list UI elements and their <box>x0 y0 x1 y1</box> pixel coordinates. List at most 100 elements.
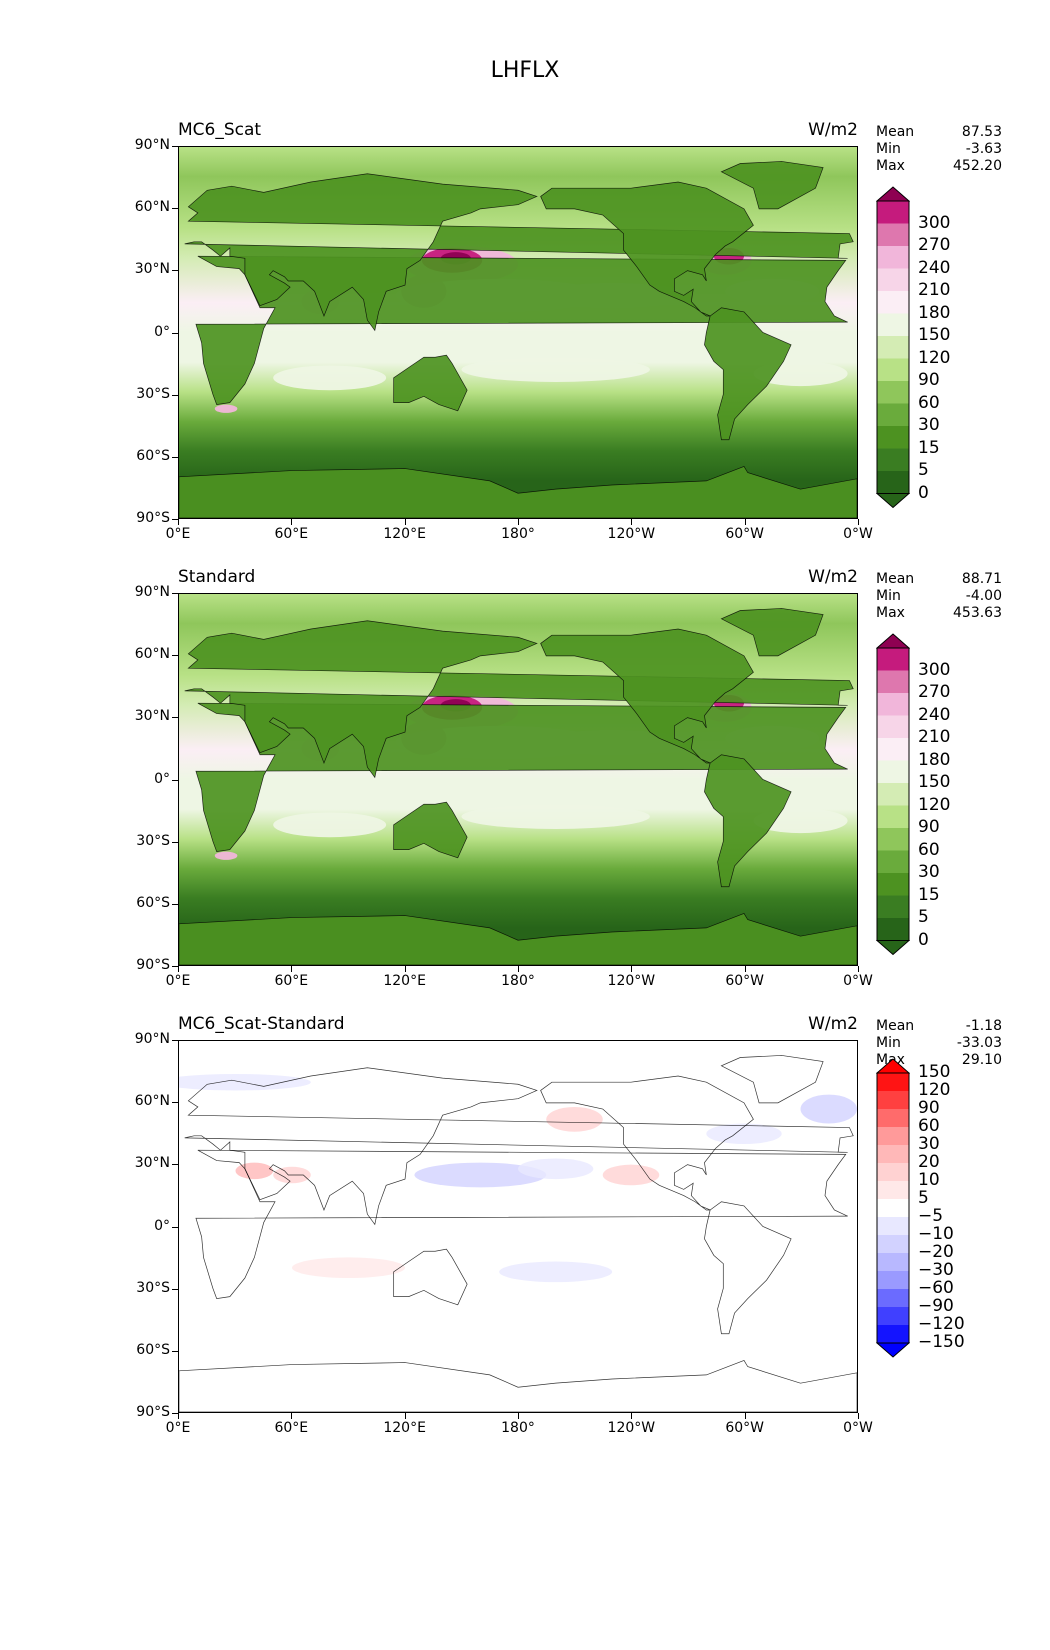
colorbar-tick-label: 120 <box>918 794 951 815</box>
colorbar-tick-label: 5 <box>918 907 929 927</box>
lat-tick <box>172 394 178 396</box>
panel-title: MC6_Scat <box>178 120 262 140</box>
colorbar-tick-label: 240 <box>918 704 951 725</box>
contour-map <box>179 1041 857 1412</box>
lon-tick-label: 60°E <box>274 973 309 989</box>
lon-tick <box>631 966 633 972</box>
lat-tick-label: 0° <box>154 770 170 787</box>
colorbar-segment <box>877 1181 909 1199</box>
colorbar-tick-label: 90 <box>918 370 940 390</box>
flux-region <box>214 851 238 860</box>
coastline-greenland <box>720 1055 824 1104</box>
diff-region <box>499 1261 613 1283</box>
lon-tick <box>631 1413 633 1419</box>
colorbar <box>876 633 910 956</box>
coastline-australia <box>393 354 468 412</box>
coastline-antarctica <box>179 466 857 518</box>
colorbar-segment <box>877 760 909 783</box>
coastline-south-america <box>704 307 792 441</box>
colorbar-tick-label: 300 <box>918 212 951 233</box>
coastline-south-america <box>704 754 792 888</box>
lon-tick <box>518 519 519 525</box>
stat-value: 88.71 <box>961 571 1002 587</box>
lon-tick <box>744 1413 746 1419</box>
lon-tick <box>744 966 746 972</box>
lat-tick-label: 30°N <box>134 1155 170 1172</box>
lat-tick <box>172 146 178 147</box>
lat-tick-label: 60°S <box>136 894 170 911</box>
lat-tick-label: 30°N <box>134 708 170 725</box>
lat-tick-label: 90°N <box>134 1031 170 1047</box>
lon-tick-label: 120°W <box>607 973 656 989</box>
lon-tick <box>178 966 179 972</box>
lon-tick-label: 60°E <box>274 1420 309 1436</box>
colorbar-segment <box>877 850 909 873</box>
flux-region <box>273 365 387 391</box>
lon-tick-label: 180° <box>501 973 535 989</box>
lon-tick-label: 60°E <box>274 526 309 542</box>
colorbar-tick-label: 270 <box>918 235 951 255</box>
colorbar-segment <box>877 313 909 336</box>
diff-region <box>414 1162 547 1188</box>
lat-tick-label: 30°S <box>136 832 170 849</box>
lon-tick-label: 120°W <box>607 1420 656 1436</box>
colorbar-tick-label: 30 <box>918 415 940 435</box>
stat-row: Max 453.63 <box>876 605 1002 622</box>
colorbar-tick-label: 240 <box>918 257 951 278</box>
lat-tick <box>172 966 178 967</box>
lon-tick <box>291 519 293 525</box>
lat-tick-label: 90°S <box>136 510 170 526</box>
colorbar-tick-label: 20 <box>918 1152 940 1172</box>
stats-box: Mean 87.53 Min -3.63 Max 452.20 <box>876 124 1002 175</box>
colorbar-tick-label: −10 <box>918 1224 954 1244</box>
lat-tick <box>172 593 178 594</box>
stat-row: Mean -1.18 <box>876 1018 1002 1035</box>
lon-tick-label: 60°W <box>725 1420 764 1436</box>
lon-tick <box>404 1413 406 1419</box>
stat-value: -4.00 <box>965 588 1002 604</box>
colorbar-segment <box>877 358 909 381</box>
map-area <box>178 593 858 966</box>
lat-tick-label: 60°N <box>134 646 170 663</box>
colorbar-tick-label: −90 <box>918 1296 954 1316</box>
colorbar-tick-label: 90 <box>918 1098 940 1118</box>
coastline-australia <box>393 801 468 859</box>
colorbar-segment <box>877 738 909 761</box>
flux-region <box>461 357 650 382</box>
colorbar-over-cap <box>876 186 910 202</box>
colorbar-tick-label: 150 <box>918 1062 951 1082</box>
colorbar-tick-label: −30 <box>918 1260 954 1280</box>
colorbar-tick-label: 270 <box>918 682 951 702</box>
lat-tick <box>172 270 178 272</box>
stat-value: 452.20 <box>953 158 1002 174</box>
diff-region <box>546 1106 603 1132</box>
colorbar-segment <box>877 895 909 918</box>
coastline-greenland <box>720 608 824 657</box>
colorbar-segment <box>877 715 909 738</box>
diff-region <box>800 1094 857 1124</box>
panel-units: W/m2 <box>808 120 858 140</box>
lat-tick <box>172 1102 178 1104</box>
stat-value: 29.10 <box>961 1052 1002 1068</box>
lon-tick-label: 120°E <box>383 526 426 542</box>
colorbar-segment <box>877 223 909 246</box>
colorbar-tick-label: 90 <box>918 817 940 837</box>
lat-tick-label: 90°N <box>134 584 170 600</box>
colorbar-segment <box>877 805 909 828</box>
diff-region <box>179 1073 311 1091</box>
flux-region <box>214 404 238 413</box>
colorbar-tick-label: 150 <box>918 772 951 792</box>
coastline-eurasia <box>184 1067 854 1226</box>
lat-tick-label: 90°S <box>136 957 170 973</box>
stat-row: Mean 88.71 <box>876 571 1002 588</box>
lat-tick <box>172 1226 178 1228</box>
lat-tick <box>172 332 178 334</box>
lat-tick-label: 30°S <box>136 1279 170 1296</box>
lon-tick <box>178 519 179 525</box>
colorbar-tick-label: 0 <box>918 929 929 950</box>
panel-title: MC6_Scat-Standard <box>178 1014 345 1034</box>
lat-tick <box>172 1164 178 1166</box>
lon-tick <box>518 966 519 972</box>
lat-tick <box>172 208 178 210</box>
diff-region <box>706 1123 782 1145</box>
